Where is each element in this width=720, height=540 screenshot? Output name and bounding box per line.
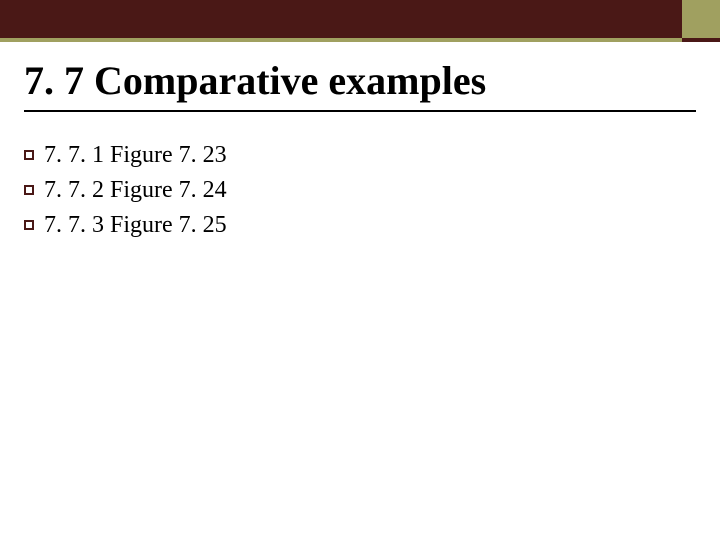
header-stripe-main: [0, 38, 682, 42]
header-stripe-accent: [682, 38, 720, 42]
list-item-label: 7. 7. 1 Figure 7. 23: [44, 138, 227, 173]
header-bar-main: [0, 0, 682, 38]
slide-title: 7. 7 Comparative examples: [24, 58, 696, 112]
list-item: 7. 7. 1 Figure 7. 23: [24, 138, 696, 173]
bullet-icon: [24, 150, 34, 160]
header-bar-accent: [682, 0, 720, 38]
header-stripe: [0, 38, 720, 42]
slide-body: 7. 7. 1 Figure 7. 23 7. 7. 2 Figure 7. 2…: [0, 120, 720, 242]
list-item: 7. 7. 3 Figure 7. 25: [24, 208, 696, 243]
list-item-label: 7. 7. 2 Figure 7. 24: [44, 173, 227, 208]
bullet-icon: [24, 220, 34, 230]
list-item-label: 7. 7. 3 Figure 7. 25: [44, 208, 227, 243]
slide: 7. 7 Comparative examples 7. 7. 1 Figure…: [0, 0, 720, 540]
bullet-icon: [24, 185, 34, 195]
header-bar: [0, 0, 720, 38]
list-item: 7. 7. 2 Figure 7. 24: [24, 173, 696, 208]
